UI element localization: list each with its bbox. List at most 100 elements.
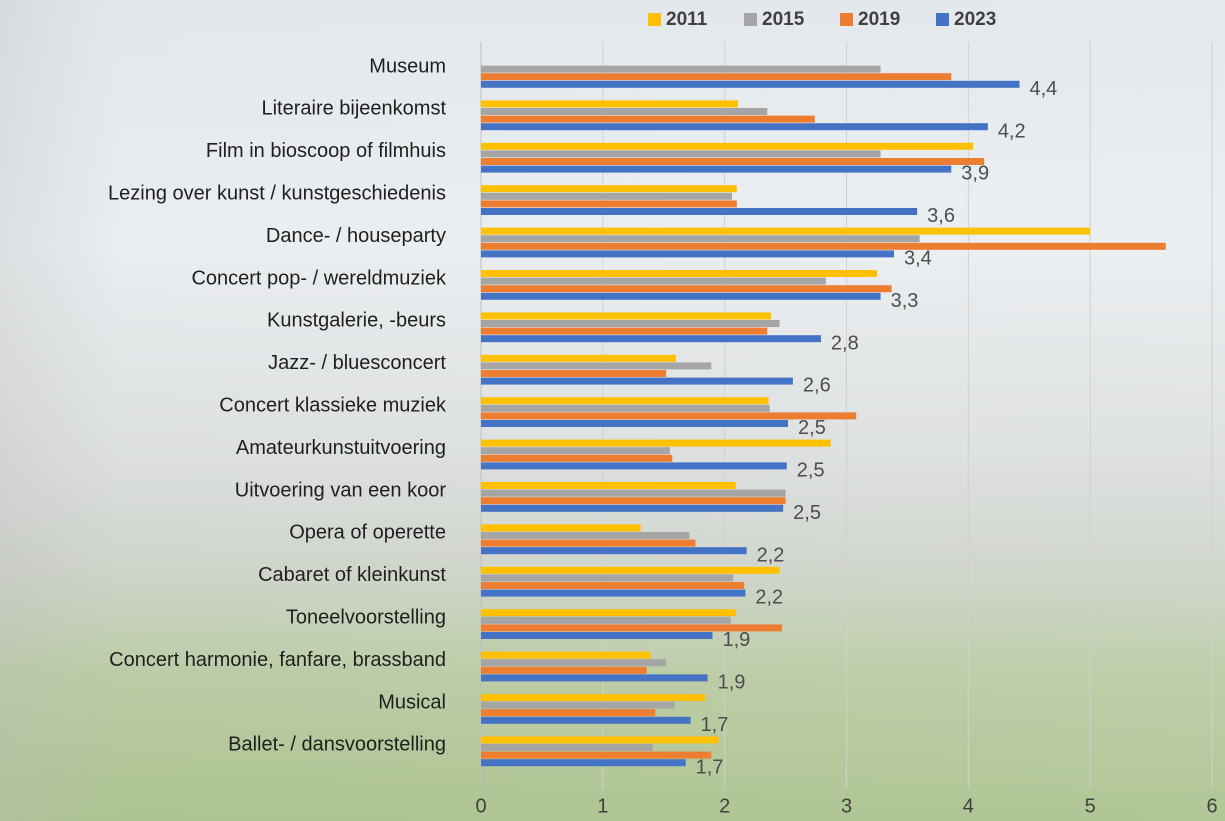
bar [481, 150, 881, 157]
legend-label: 2019 [858, 9, 900, 30]
value-label: 1,9 [722, 629, 750, 651]
bar [481, 166, 951, 173]
category-label: Uitvoering van een koor [235, 479, 447, 501]
bar [481, 243, 1166, 250]
bar [481, 447, 670, 454]
x-tick-label: 0 [475, 795, 486, 817]
value-label: 3,4 [904, 247, 932, 269]
bar [481, 497, 786, 504]
legend-swatch [648, 13, 661, 26]
bar [481, 250, 894, 257]
x-tick-label: 3 [841, 795, 852, 817]
category-label: Film in bioscoop of filmhuis [206, 140, 446, 162]
bar [481, 116, 815, 123]
legend-swatch [840, 13, 853, 26]
bar [481, 66, 881, 73]
bar [481, 717, 691, 724]
bar [481, 759, 686, 766]
bar [481, 462, 787, 469]
bar [481, 312, 771, 319]
bar [481, 505, 783, 512]
bar [481, 335, 821, 342]
bar [481, 108, 767, 115]
bar [481, 200, 737, 207]
bar [481, 736, 719, 743]
bar [481, 609, 736, 616]
bar [481, 652, 650, 659]
value-label: 2,2 [757, 544, 785, 566]
bar [481, 455, 672, 462]
category-label: Opera of operette [289, 522, 446, 544]
bar [481, 278, 826, 285]
bar [481, 617, 731, 624]
category-label: Concert klassieke muziek [219, 394, 447, 416]
category-label: Cabaret of kleinkunst [258, 564, 446, 586]
bar [481, 547, 747, 554]
bar [481, 524, 641, 531]
x-tick-label: 4 [963, 795, 974, 817]
x-tick-label: 1 [597, 795, 608, 817]
value-label: 4,4 [1030, 78, 1058, 100]
category-label: Jazz- / bluesconcert [268, 352, 446, 374]
value-label: 2,5 [793, 502, 821, 524]
x-tick-label: 2 [719, 795, 730, 817]
bar [481, 574, 733, 581]
bar [481, 702, 675, 709]
bar [481, 193, 732, 200]
value-label: 4,2 [998, 120, 1026, 142]
bar [481, 440, 831, 447]
bar [481, 420, 788, 427]
value-label: 2,5 [797, 459, 825, 481]
bar [481, 659, 666, 666]
bar [481, 320, 779, 327]
category-label: Amateurkunstuitvoering [236, 437, 446, 459]
bar [481, 123, 988, 130]
legend-label: 2011 [666, 9, 708, 30]
bar [481, 632, 712, 639]
bar [481, 405, 770, 412]
bar [481, 355, 676, 362]
bar [481, 73, 951, 80]
value-label: 1,7 [696, 756, 724, 778]
bar [481, 490, 786, 497]
bar [481, 143, 973, 150]
bar [481, 482, 736, 489]
category-label: Dance- / houseparty [266, 225, 446, 247]
bar [481, 228, 1090, 235]
category-label: Concert harmonie, fanfare, brassband [109, 649, 446, 671]
bar [481, 328, 767, 335]
bar [481, 370, 666, 377]
bar [481, 540, 695, 547]
bar [481, 293, 881, 300]
bar [481, 208, 917, 215]
bar [481, 285, 892, 292]
legend-label: 2023 [954, 9, 996, 30]
value-label: 2,5 [798, 417, 826, 439]
chart: 01234562011201520192023Museum4,4Literair… [0, 0, 1225, 821]
bar [481, 397, 769, 404]
value-label: 3,9 [961, 163, 989, 185]
value-label: 3,6 [927, 205, 955, 227]
page: 01234562011201520192023Museum4,4Literair… [0, 0, 1225, 821]
bar [481, 378, 793, 385]
bar [481, 709, 655, 716]
bar [481, 567, 779, 574]
category-label: Ballet- / dansvoorstelling [228, 734, 446, 756]
value-label: 2,8 [831, 332, 859, 354]
bar [481, 532, 689, 539]
bar [481, 752, 711, 759]
bar [481, 235, 920, 242]
value-label: 1,7 [701, 714, 729, 736]
legend-swatch [936, 13, 949, 26]
bar [481, 185, 737, 192]
bar [481, 362, 711, 369]
value-label: 2,6 [803, 375, 831, 397]
value-label: 2,2 [755, 587, 783, 609]
category-label: Museum [369, 55, 446, 77]
value-label: 3,3 [891, 290, 919, 312]
bar [481, 667, 647, 674]
category-label: Concert pop- / wereldmuziek [191, 267, 447, 289]
legend-swatch [744, 13, 757, 26]
category-label: Toneelvoorstelling [286, 606, 446, 628]
bar [481, 694, 705, 701]
